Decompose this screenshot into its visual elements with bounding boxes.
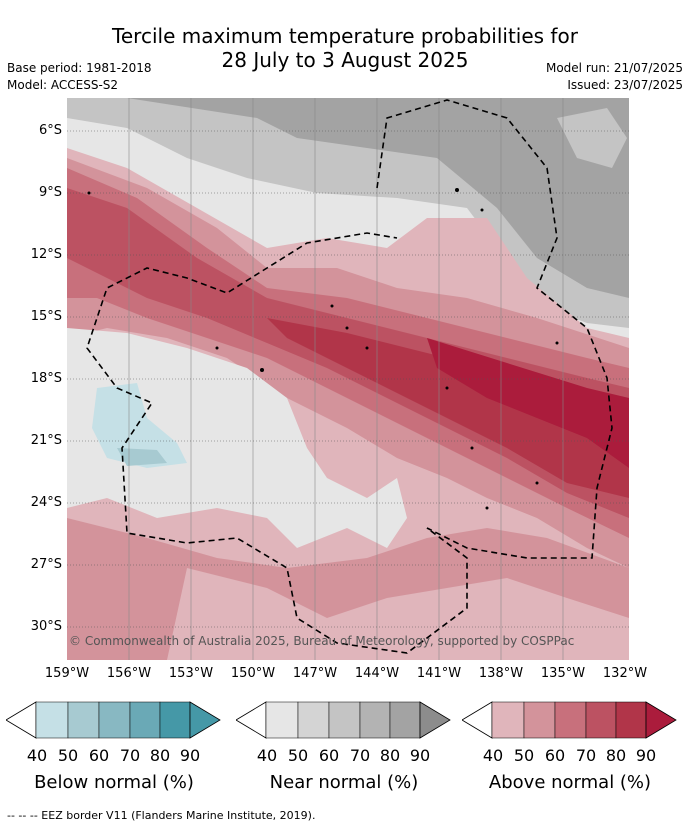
map-canvas xyxy=(67,98,629,660)
eez-borders xyxy=(86,99,613,654)
lon-label: 156°W xyxy=(106,666,152,681)
legend-tick: 70 xyxy=(119,746,141,765)
lat-label: 12°S xyxy=(30,247,62,262)
legend-tick: 60 xyxy=(88,746,110,765)
above-normal-80 xyxy=(267,318,629,498)
legend-below-normal xyxy=(6,701,221,739)
title-line-2: 28 July to 3 August 2025 xyxy=(221,48,469,72)
eez-footer-note: -- -- -- EEZ border V11 (Flanders Marine… xyxy=(7,809,316,822)
issued-date: Issued: 23/07/2025 xyxy=(567,78,683,92)
legend-tick: 50 xyxy=(287,746,309,765)
meta-right: Model run: 21/07/2025 Issued: 23/07/2025 xyxy=(546,60,683,94)
lon-label: 159°W xyxy=(44,666,90,681)
model-run: Model run: 21/07/2025 xyxy=(545,61,683,75)
below-normal-50 xyxy=(117,448,167,466)
chart-title: Tercile maximum temperature probabilitie… xyxy=(0,24,690,72)
title-line-1: Tercile maximum temperature probabilitie… xyxy=(112,24,578,48)
legend-tick: 70 xyxy=(575,746,597,765)
lon-label: 138°W xyxy=(478,666,524,681)
legend-tick: 90 xyxy=(179,746,201,765)
near-normal-patch xyxy=(557,108,627,168)
lat-label: 21°S xyxy=(30,433,62,448)
lon-label: 135°W xyxy=(540,666,586,681)
legend-tick: 80 xyxy=(149,746,171,765)
legend-tick: 40 xyxy=(256,746,278,765)
base-period: Base period: 1981-2018 xyxy=(7,61,152,75)
legend-below-title: Below normal (%) xyxy=(34,772,194,793)
lat-label: 15°S xyxy=(30,309,62,324)
lon-label: 150°W xyxy=(230,666,276,681)
legend-tick: 90 xyxy=(409,746,431,765)
near-normal-high xyxy=(127,98,629,298)
near-normal-southwest xyxy=(67,328,407,548)
islands xyxy=(87,188,559,510)
below-normal-40 xyxy=(92,383,187,468)
lat-label: 6°S xyxy=(38,123,62,138)
legend-tick: 90 xyxy=(635,746,657,765)
legend-tick: 60 xyxy=(318,746,340,765)
lat-label: 24°S xyxy=(30,495,62,510)
lon-label: 153°W xyxy=(168,666,214,681)
above-normal-90 xyxy=(427,338,629,468)
probability-map xyxy=(67,98,629,660)
lat-label: 30°S xyxy=(30,619,62,634)
model-name: Model: ACCESS-S2 xyxy=(7,78,119,92)
legend-tick: 50 xyxy=(57,746,79,765)
legend-tick: 80 xyxy=(379,746,401,765)
legend-tick: 80 xyxy=(605,746,627,765)
legend-tick: 60 xyxy=(544,746,566,765)
legend-above-normal xyxy=(462,701,677,739)
lon-label: 144°W xyxy=(354,666,400,681)
lon-label: 147°W xyxy=(292,666,338,681)
meta-left: Base period: 1981-2018 Model: ACCESS-S2 xyxy=(7,60,152,94)
above-normal-south-40 xyxy=(167,568,629,660)
legend-above-title: Above normal (%) xyxy=(488,772,652,793)
legend-near-normal xyxy=(236,701,451,739)
legend-tick: 40 xyxy=(26,746,48,765)
copyright-notice: © Commonwealth of Australia 2025, Bureau… xyxy=(69,634,575,648)
lon-label: 141°W xyxy=(416,666,462,681)
lon-label: 132°W xyxy=(602,666,648,681)
legend-tick: 70 xyxy=(349,746,371,765)
lat-label: 18°S xyxy=(30,371,62,386)
lat-label: 27°S xyxy=(30,557,62,572)
legend-tick: 50 xyxy=(513,746,535,765)
lat-label: 9°S xyxy=(38,185,62,200)
legend-near-title: Near normal (%) xyxy=(269,772,419,793)
legend-tick: 40 xyxy=(482,746,504,765)
grid-lat-lines xyxy=(67,130,629,628)
